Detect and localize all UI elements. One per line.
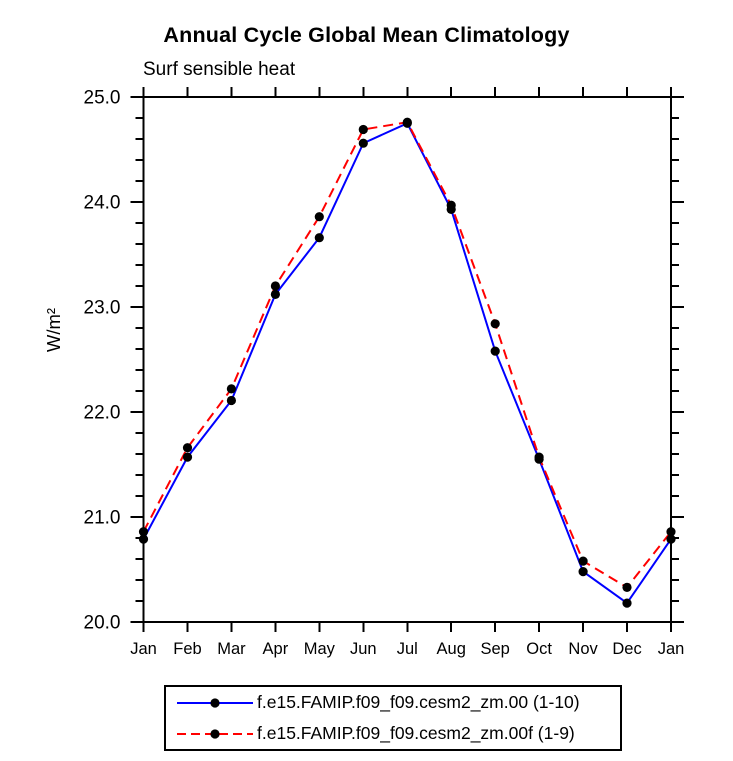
data-point-series-0 — [226, 395, 236, 406]
data-point-series-1 — [226, 384, 236, 394]
legend-label-series-1: f.e15.FAMIP.f09_f09.cesm2_zm.00 (1-10) — [257, 692, 580, 712]
data-point-series-0 — [622, 598, 632, 608]
data-point-series-1 — [314, 212, 324, 222]
data-point-series-1 — [578, 556, 588, 566]
x-tick-label: Aug — [437, 640, 466, 658]
data-point-series-1 — [402, 117, 412, 127]
x-tick-label: Oct — [526, 640, 552, 658]
legend-marker-dot — [210, 697, 220, 708]
axis-frame — [142, 96, 672, 623]
data-point-series-0 — [138, 534, 149, 544]
data-point-series-0 — [270, 289, 280, 299]
series-line-1 — [142, 121, 672, 589]
x-tick-label: Dec — [612, 640, 641, 658]
legend: f.e15.FAMIP.f09_f09.cesm2_zm.00 (1-10) f… — [164, 685, 622, 751]
data-point-series-1 — [446, 200, 456, 210]
x-tick-label: Mar — [217, 640, 246, 658]
data-point-series-0 — [314, 233, 324, 243]
data-point-series-0 — [578, 567, 588, 577]
legend-row-series-1: f.e15.FAMIP.f09_f09.cesm2_zm.00 (1-10) — [166, 688, 620, 718]
x-tick-label: Jan — [130, 640, 157, 658]
x-tick-label: Jun — [350, 640, 377, 658]
x-tick-label: Nov — [568, 640, 598, 658]
data-point-series-1 — [622, 582, 632, 593]
x-tick-label: Apr — [263, 640, 289, 658]
series-line-0 — [142, 121, 672, 605]
y-tick-label: 23.0 — [84, 298, 121, 319]
y-tick-label: 22.0 — [84, 403, 121, 424]
data-point-series-1 — [182, 443, 193, 453]
chart-title: Annual Cycle Global Mean Climatology — [163, 23, 570, 47]
data-point-series-0 — [182, 452, 193, 462]
x-tick-label: Jan — [658, 640, 685, 658]
y-tick-label: 25.0 — [84, 88, 121, 109]
data-point-series-1 — [358, 124, 368, 135]
y-tick-label: 24.0 — [84, 193, 121, 214]
data-point-series-0 — [358, 138, 368, 148]
data-point-series-0 — [666, 534, 676, 544]
data-point-series-1 — [138, 527, 149, 537]
data-point-series-1 — [666, 527, 676, 537]
data-point-series-1 — [534, 452, 544, 462]
legend-line-sample-dashed — [177, 728, 253, 739]
x-tick-label: May — [304, 640, 336, 658]
y-tick-label: 21.0 — [84, 508, 121, 529]
y-tick-label: 20.0 — [84, 613, 121, 634]
data-point-series-1 — [490, 319, 500, 329]
legend-marker-dot — [210, 728, 220, 739]
x-tick-label: Sep — [480, 640, 509, 658]
x-tick-label: Jul — [397, 640, 418, 658]
data-point-series-1 — [270, 281, 280, 291]
data-point-series-0 — [490, 346, 500, 356]
legend-label-series-2: f.e15.FAMIP.f09_f09.cesm2_zm.00f (1-9) — [257, 723, 575, 743]
x-tick-label: Feb — [173, 640, 201, 658]
chart-subtitle: Surf sensible heat — [143, 59, 296, 80]
legend-row-series-2: f.e15.FAMIP.f09_f09.cesm2_zm.00f (1-9) — [166, 719, 620, 749]
legend-line-sample-solid — [177, 697, 253, 708]
